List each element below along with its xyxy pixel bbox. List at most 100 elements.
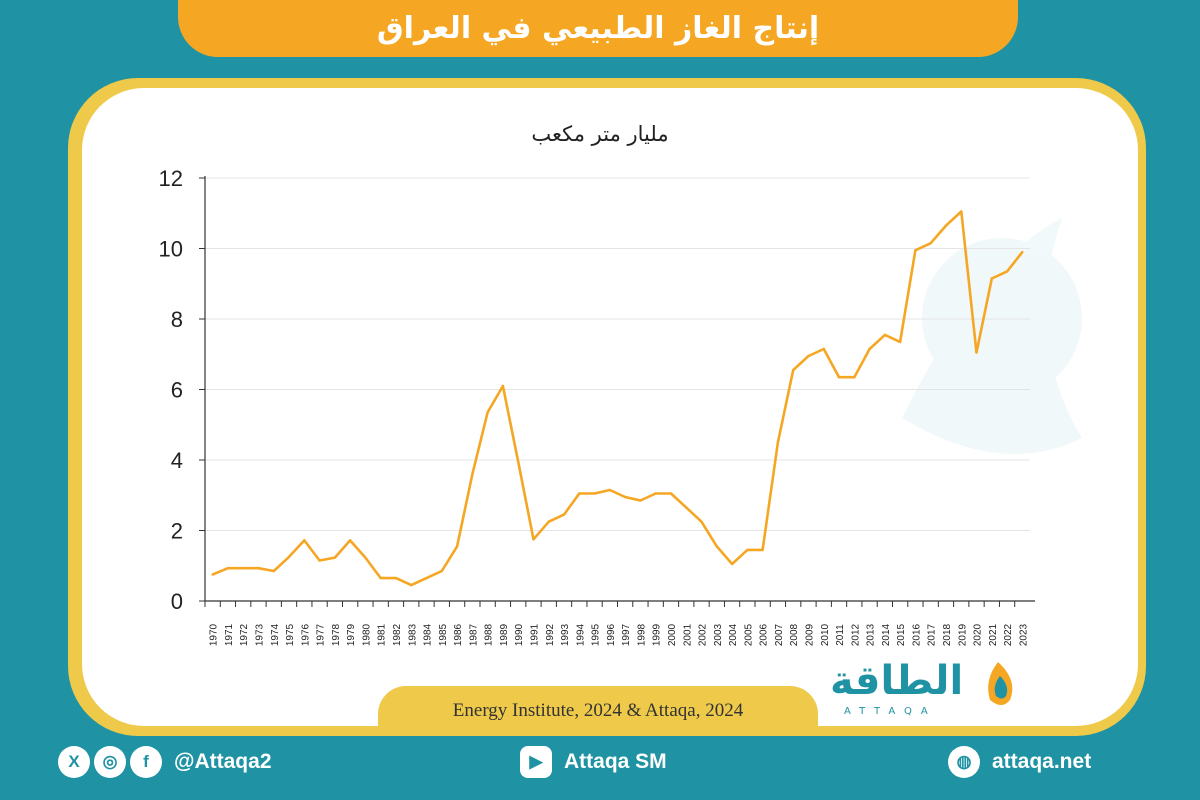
data-point [516,460,520,463]
youtube-icon[interactable]: ▶ [520,746,552,778]
data-point [975,351,978,354]
chart-card [82,88,1138,726]
youtube-channel[interactable]: Attaqa SM [564,750,667,773]
data-point [685,506,688,509]
y-tick-label: 0 [171,589,183,614]
x-tick-label: 1986 [453,623,464,646]
x-tick-label: 1982 [392,623,403,646]
x-tick-label: 2002 [698,623,709,646]
x-tick-label: 2013 [866,623,877,646]
svg-text:الطاقة: الطاقة [830,658,963,704]
data-point [578,492,581,495]
data-point [1005,270,1009,273]
data-point [333,556,337,559]
y-tick-label: 2 [171,519,183,544]
x-tick-label: 2020 [973,623,984,646]
data-point [853,375,856,379]
x-tick-label: 2003 [713,623,724,646]
data-point [303,539,306,542]
data-point [425,576,428,580]
data-point [746,548,749,552]
data-point [379,576,382,580]
x-tick-label: 2018 [942,623,953,646]
data-point [1021,250,1024,254]
attaqa-logo: الطاقة ATTAQA [830,658,1013,717]
title-banner: إنتاج الغاز الطبيعي في العراق [178,0,1018,57]
x-tick-label: 2021 [988,623,999,646]
x-tick-label: 2007 [774,623,785,646]
x-tick-label: 2009 [804,623,815,646]
x-tick-label: 2012 [850,623,861,646]
x-tick-label: 1975 [285,623,296,646]
data-point [623,495,627,499]
x-tick-label: 1993 [560,623,571,646]
x-icon[interactable]: X [58,746,90,778]
data-point [272,569,275,573]
data-point [364,556,367,559]
social-handle[interactable]: @Attaqa2 [174,750,272,773]
x-tick-label: 2014 [881,623,892,646]
series-line [212,210,1024,587]
data-point [883,333,887,337]
x-tick-label: 2017 [927,623,938,646]
data-point [394,576,398,580]
x-tick-label: 1990 [514,623,525,646]
chart-title: إنتاج الغاز الطبيعي في العراق [376,11,820,46]
data-point [639,499,642,502]
x-tick-label: 1992 [545,623,556,646]
x-tick-label: 1997 [621,623,632,646]
x-tick-label: 2015 [896,623,907,646]
x-tick-label: 1983 [407,623,418,646]
x-tick-label: 1970 [209,623,220,646]
y-tick-label: 4 [171,448,183,473]
x-tick-label: 2006 [759,623,770,646]
data-point [226,567,230,570]
source-text: Energy Institute, 2024 & Attaqa, 2024 [452,700,744,721]
data-point [730,562,734,566]
data-point [990,277,994,280]
x-tick-label: 1987 [468,623,479,646]
data-point [501,384,505,388]
data-point [807,354,810,358]
facebook-icon[interactable]: f [130,746,162,778]
globe-icon[interactable]: ◍ [948,746,980,778]
data-point [654,492,657,495]
data-point [898,340,902,344]
data-point [669,492,673,495]
data-point [761,548,764,552]
data-point [837,375,841,379]
y-tick-label: 10 [159,237,183,262]
x-tick-label: 2008 [789,623,800,646]
data-point [562,513,566,516]
x-tick-label: 2019 [957,623,968,646]
x-tick-label: 2001 [682,623,693,646]
social-handle-group: X ◎ f @Attaqa2 [58,742,272,782]
data-point [211,573,214,576]
x-tick-label: 1974 [270,623,281,646]
y-tick-label: 12 [159,166,183,191]
x-tick-label: 1988 [484,623,495,646]
instagram-icon[interactable]: ◎ [94,746,126,778]
data-point [715,545,719,548]
x-tick-label: 1976 [300,623,311,646]
data-point [471,472,474,476]
x-tick-label: 2005 [743,623,754,646]
website-link[interactable]: attaqa.net [992,750,1092,773]
data-point [348,539,352,542]
x-tick-label: 2023 [1018,623,1029,646]
source-pill: Energy Institute, 2024 & Attaqa, 2024 [378,686,818,736]
x-tick-label: 1998 [636,623,647,646]
x-tick-label: 1977 [316,623,327,646]
data-point [440,569,444,573]
data-point [960,210,963,213]
data-point [700,520,703,523]
data-point [257,567,260,570]
svg-text:ATTAQA: ATTAQA [844,706,937,717]
x-tick-label: 1995 [591,623,602,646]
data-point [868,347,871,351]
unit-label: مليار متر مكعب [531,122,669,146]
x-tick-label: 2016 [911,623,922,646]
data-point [944,224,948,227]
x-tick-label: 1985 [438,623,449,646]
x-tick-label: 1989 [499,623,510,646]
